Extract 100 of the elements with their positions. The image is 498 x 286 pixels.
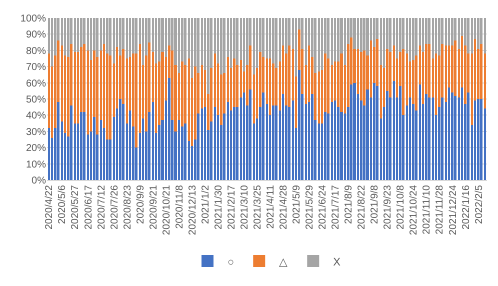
bar — [331, 102, 333, 180]
bar — [74, 18, 76, 52]
bar — [266, 18, 268, 58]
x-tick-label: 2020/7/26 — [109, 184, 120, 230]
bar — [100, 120, 102, 180]
y-tick-label: 100% — [20, 14, 46, 24]
bar — [318, 71, 320, 124]
bar — [282, 94, 284, 180]
x-tick-label: 2022/2/5 — [474, 184, 485, 224]
bar — [64, 18, 66, 56]
x-tick-label: 2020/9/9 — [135, 184, 146, 224]
bar — [454, 40, 457, 96]
bar — [308, 46, 310, 102]
bar — [77, 18, 80, 52]
bar — [458, 18, 460, 49]
x-tick-label: 2021/8/22 — [356, 184, 368, 230]
bar — [119, 18, 122, 56]
bar — [340, 54, 343, 112]
bar — [70, 105, 73, 180]
bar — [324, 112, 326, 180]
y-tick-label: 80% — [26, 46, 46, 57]
bar — [399, 86, 402, 180]
bar — [57, 102, 60, 180]
bar — [305, 18, 307, 65]
bar — [243, 92, 246, 180]
bar — [412, 18, 414, 60]
bar — [119, 99, 122, 180]
y-tick-label: 50% — [26, 94, 46, 106]
x-tick-label: 2020/5/6 — [57, 184, 68, 224]
legend-label: X — [333, 256, 342, 268]
bar — [350, 84, 353, 180]
bar — [311, 94, 314, 180]
bar — [318, 123, 320, 180]
y-tick-label: 0% — [32, 176, 46, 186]
bar — [272, 105, 274, 180]
bar — [422, 18, 424, 52]
bar — [152, 102, 154, 180]
x-tick-label: 2020/6/17 — [83, 184, 94, 230]
bar — [363, 50, 366, 106]
bar — [83, 112, 86, 180]
x-tick-label: 2021/9/23 — [382, 184, 394, 230]
bar — [288, 46, 291, 108]
bar — [129, 110, 132, 180]
bar — [318, 18, 320, 72]
bar — [106, 18, 108, 54]
bar — [477, 18, 480, 49]
x-tick-label: 2021/4/28 — [278, 184, 290, 230]
bar — [275, 18, 278, 68]
bar — [80, 112, 82, 180]
bar — [461, 88, 464, 180]
x-tick-label: 2020/4/22 — [44, 184, 56, 230]
bar — [90, 18, 92, 60]
x-tick-label: 2021/7/17 — [330, 184, 342, 230]
bar — [223, 18, 226, 74]
x-tick-label: 2021/12/24 — [448, 184, 459, 236]
bar — [321, 18, 324, 70]
y-tick-label: 20% — [26, 143, 46, 154]
bar — [67, 18, 70, 57]
bar — [262, 18, 265, 57]
x-tick-label: 2020/11/8 — [174, 184, 186, 229]
x-tick-label: 2021/4/11 — [266, 184, 276, 229]
bar — [409, 18, 412, 62]
y-tick-label: 40% — [26, 110, 46, 122]
bar — [227, 102, 229, 180]
legend-label: △ — [279, 256, 288, 268]
x-tick-label: 2020/12/13 — [187, 184, 198, 236]
bar — [109, 55, 112, 140]
bar — [376, 86, 379, 180]
bar — [220, 18, 222, 75]
x-tick-label: 2021/3/10 — [239, 184, 250, 230]
bar — [168, 78, 170, 180]
bar — [366, 18, 369, 56]
bar — [480, 99, 483, 180]
bar — [298, 70, 300, 180]
bar — [275, 105, 278, 180]
bar — [165, 18, 168, 57]
bar — [353, 18, 356, 49]
bar — [135, 18, 138, 54]
x-tick-label: 2021/9/8 — [370, 184, 381, 224]
x-tick-label: 2021/11/10 — [422, 184, 433, 234]
bar — [236, 18, 239, 65]
bar — [419, 84, 421, 180]
y-tick-label: 70% — [26, 62, 46, 74]
bar — [344, 18, 346, 65]
bar — [380, 18, 382, 65]
bar — [373, 18, 376, 48]
x-tick-label: 2021/10/8 — [396, 184, 407, 230]
y-tick-label: 30% — [26, 126, 46, 138]
bar — [448, 18, 450, 46]
y-tick-label: 90% — [26, 30, 46, 41]
bar — [181, 62, 184, 127]
x-tick-label: 2021/5/9 — [292, 184, 303, 224]
x-tick-label: 2021/8/9 — [344, 184, 355, 224]
bar — [142, 18, 144, 65]
bar — [337, 18, 340, 62]
bar — [331, 18, 333, 65]
bar — [184, 18, 187, 65]
bar — [93, 116, 96, 180]
bar — [201, 108, 203, 180]
bar — [191, 18, 194, 78]
